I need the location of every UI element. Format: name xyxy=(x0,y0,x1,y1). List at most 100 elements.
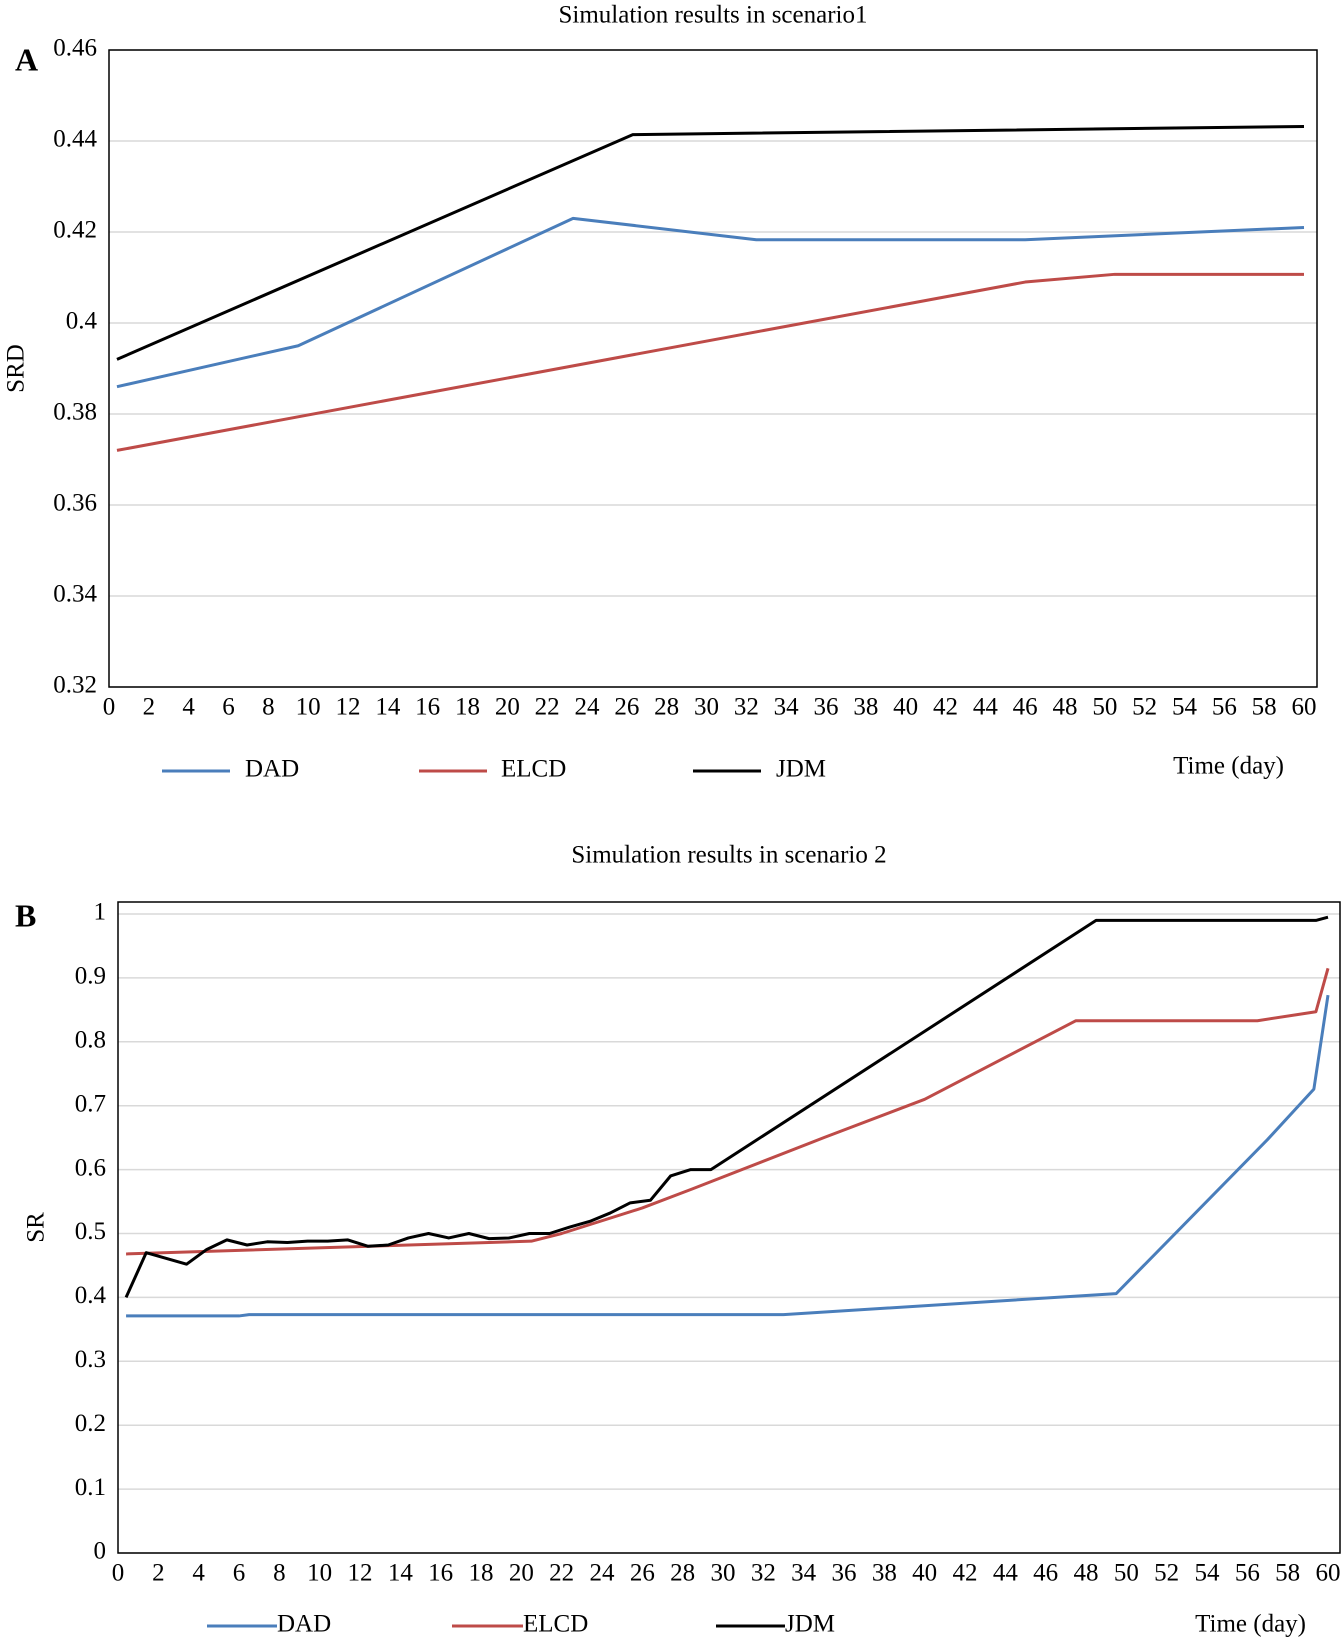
y-axis-label: SRD xyxy=(3,344,30,393)
y-tick-label: 0.4 xyxy=(75,1282,107,1309)
x-tick-label: 42 xyxy=(953,1560,978,1587)
x-tick-label: 54 xyxy=(1195,1560,1221,1587)
x-tick-label: 0 xyxy=(112,1560,125,1587)
x-tick-label: 26 xyxy=(614,694,639,721)
y-tick-label: 0.32 xyxy=(53,672,97,699)
x-tick-label: 0 xyxy=(103,694,116,721)
x-tick-label: 34 xyxy=(774,694,800,721)
x-tick-label: 52 xyxy=(1154,1560,1179,1587)
x-tick-label: 18 xyxy=(469,1560,494,1587)
x-tick-label: 6 xyxy=(233,1560,246,1587)
panel-label: A xyxy=(15,41,38,77)
x-tick-label: 30 xyxy=(711,1560,736,1587)
y-tick-label: 0.42 xyxy=(53,217,97,244)
x-tick-label: 54 xyxy=(1172,694,1198,721)
x-tick-label: 14 xyxy=(388,1560,414,1587)
x-tick-label: 50 xyxy=(1092,694,1117,721)
legend-label: ELCD xyxy=(501,756,566,783)
x-tick-label: 44 xyxy=(973,694,999,721)
y-tick-label: 0.36 xyxy=(53,490,97,517)
x-tick-label: 30 xyxy=(694,694,719,721)
x-tick-label: 6 xyxy=(222,694,235,721)
x-tick-label: 34 xyxy=(791,1560,817,1587)
x-tick-label: 36 xyxy=(832,1560,857,1587)
data-line xyxy=(126,967,1330,1256)
x-tick-label: 22 xyxy=(535,694,560,721)
y-tick-label: 0.7 xyxy=(75,1090,106,1117)
x-tick-label: 46 xyxy=(1033,1560,1058,1587)
x-tick-label: 38 xyxy=(872,1560,897,1587)
x-tick-label: 44 xyxy=(993,1560,1019,1587)
x-tick-label: 28 xyxy=(654,694,679,721)
legend-label: JDM xyxy=(785,1611,835,1638)
x-tick-label: 32 xyxy=(751,1560,776,1587)
legend-label: DAD xyxy=(245,756,299,783)
y-tick-label: 0.9 xyxy=(75,963,106,990)
data-line xyxy=(116,272,1304,452)
chart-title: Simulation results in scenario 2 xyxy=(571,842,886,869)
y-tick-label: 0.2 xyxy=(75,1410,106,1437)
x-tick-label: 12 xyxy=(348,1560,373,1587)
x-tick-label: 40 xyxy=(893,694,918,721)
x-tick-label: 46 xyxy=(1013,694,1038,721)
x-tick-label: 8 xyxy=(273,1560,286,1587)
chart-title: Simulation results in scenario1 xyxy=(559,2,868,29)
x-axis-label: Time (day) xyxy=(1195,1611,1306,1638)
data-line xyxy=(116,216,1305,389)
data-line xyxy=(116,124,1305,361)
y-tick-label: 0.6 xyxy=(75,1154,106,1181)
x-tick-label: 32 xyxy=(734,694,759,721)
x-tick-label: 58 xyxy=(1275,1560,1300,1587)
y-tick-label: 0.46 xyxy=(53,35,97,62)
y-tick-label: 0.5 xyxy=(75,1218,106,1245)
y-tick-label: 0.3 xyxy=(75,1346,106,1373)
y-axis-label: SR xyxy=(23,1212,50,1243)
x-tick-label: 52 xyxy=(1132,694,1157,721)
x-tick-label: 8 xyxy=(262,694,275,721)
x-tick-label: 4 xyxy=(182,694,195,721)
x-tick-label: 14 xyxy=(375,694,401,721)
y-tick-label: 0 xyxy=(94,1538,107,1565)
x-tick-label: 28 xyxy=(670,1560,695,1587)
x-tick-label: 48 xyxy=(1074,1560,1099,1587)
panel-label: B xyxy=(15,897,36,933)
y-tick-label: 0.1 xyxy=(75,1474,106,1501)
y-tick-label: 0.8 xyxy=(75,1027,106,1054)
x-tick-label: 20 xyxy=(509,1560,534,1587)
x-tick-label: 18 xyxy=(455,694,480,721)
legend-label: ELCD xyxy=(523,1611,588,1638)
y-tick-label: 0.38 xyxy=(53,399,97,426)
y-tick-label: 0.4 xyxy=(66,308,98,335)
x-tick-label: 40 xyxy=(912,1560,937,1587)
x-tick-label: 16 xyxy=(415,694,440,721)
legend-label: JDM xyxy=(776,756,826,783)
x-tick-label: 38 xyxy=(853,694,878,721)
x-tick-label: 4 xyxy=(192,1560,205,1587)
x-tick-label: 58 xyxy=(1252,694,1277,721)
x-tick-label: 2 xyxy=(143,694,156,721)
x-tick-label: 24 xyxy=(575,694,601,721)
legend-label: DAD xyxy=(277,1611,331,1638)
data-line xyxy=(126,994,1330,1318)
x-tick-label: 36 xyxy=(814,694,839,721)
x-tick-label: 24 xyxy=(590,1560,616,1587)
plot-frame xyxy=(108,49,1318,688)
x-tick-label: 2 xyxy=(152,1560,165,1587)
plot-frame xyxy=(117,901,1341,1554)
x-tick-label: 56 xyxy=(1235,1560,1260,1587)
y-tick-label: 0.34 xyxy=(53,581,97,608)
y-tick-label: 0.44 xyxy=(53,126,97,153)
x-tick-label: 56 xyxy=(1212,694,1237,721)
x-tick-label: 50 xyxy=(1114,1560,1139,1587)
x-axis-label: Time (day) xyxy=(1173,753,1284,780)
x-tick-label: 22 xyxy=(549,1560,574,1587)
x-tick-label: 20 xyxy=(495,694,520,721)
x-tick-label: 60 xyxy=(1316,1560,1341,1587)
data-line xyxy=(124,915,1329,1299)
x-tick-label: 10 xyxy=(307,1560,332,1587)
x-tick-label: 12 xyxy=(336,694,361,721)
x-tick-label: 48 xyxy=(1053,694,1078,721)
x-tick-label: 42 xyxy=(933,694,958,721)
